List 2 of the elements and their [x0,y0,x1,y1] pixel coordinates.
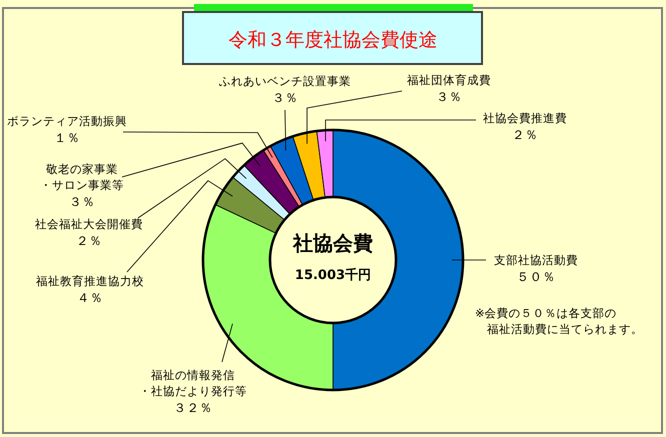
note: ※会費の５０％は各支部の福祉活動費に当てられます。 [475,306,643,336]
title: 令和３年度社協会費使途 [228,29,438,51]
